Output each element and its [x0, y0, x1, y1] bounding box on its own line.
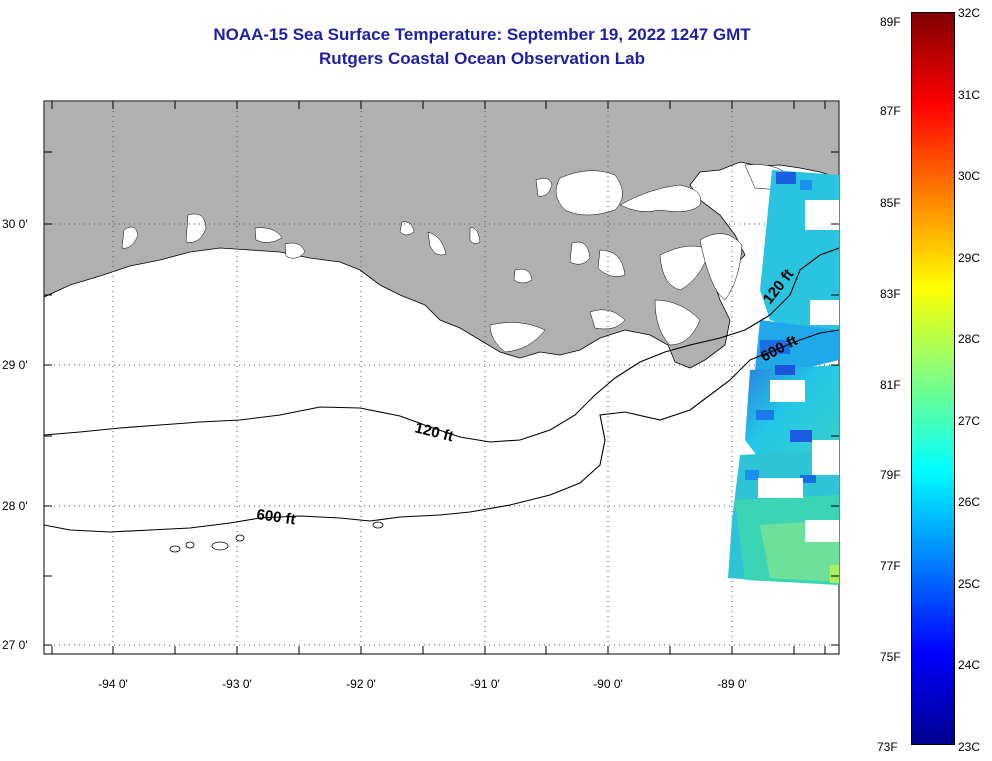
lat-label-27: 27 0' [2, 638, 28, 652]
lat-label-28: 28 0' [2, 499, 28, 513]
colorbar-c-label: 23C [958, 740, 981, 754]
colorbar-f-label: 83F [880, 287, 901, 301]
colorbar-c-label: 26C [958, 495, 981, 509]
colorbar-c-label: 29C [958, 251, 981, 265]
lon-label-89: -89 0' [717, 677, 747, 691]
lon-label-93: -93 0' [222, 677, 252, 691]
map-subtitle: Rutgers Coastal Ocean Observation Lab [319, 49, 645, 68]
lat-label-29: 29 0' [2, 358, 28, 372]
colorbar-f-label: 85F [880, 196, 901, 210]
colorbar-f-label: 73F [877, 740, 898, 754]
colorbar-f-label: 81F [880, 378, 901, 392]
colorbar-c-label: 30C [958, 169, 981, 183]
inland-lakes [121, 164, 791, 353]
colorbar-f-label: 87F [880, 104, 901, 118]
lon-label-91: -91 0' [470, 677, 500, 691]
colorbar-f-label: 79F [880, 468, 901, 482]
contour-120ft [44, 247, 839, 443]
colorbar-c-label: 27C [958, 414, 981, 428]
colorbar-c-label: 32C [958, 6, 981, 20]
colorbar-f-label: 77F [880, 559, 901, 573]
lon-label-92: -92 0' [346, 677, 376, 691]
contour-600ft [44, 329, 839, 533]
lat-label-30: 30 0' [2, 217, 28, 231]
temperature-colorbar [911, 12, 955, 745]
map-title: NOAA-15 Sea Surface Temperature: Septemb… [213, 25, 751, 44]
sst-swath [728, 170, 839, 585]
colorbar-c-label: 24C [958, 658, 981, 672]
colorbar-f-label: 89F [880, 15, 901, 29]
colorbar-c-label: 25C [958, 577, 981, 591]
lon-label-94: -94 0' [98, 677, 128, 691]
colorbar-c-label: 28C [958, 332, 981, 346]
frame-ticks [44, 101, 839, 654]
lon-label-90: -90 0' [593, 677, 623, 691]
colorbar-f-label: 75F [880, 650, 901, 664]
contour-rings [169, 521, 384, 553]
land-mass [44, 101, 839, 369]
colorbar-c-label: 31C [958, 88, 981, 102]
contour-label-600ft-west: 600 ft [255, 506, 296, 528]
